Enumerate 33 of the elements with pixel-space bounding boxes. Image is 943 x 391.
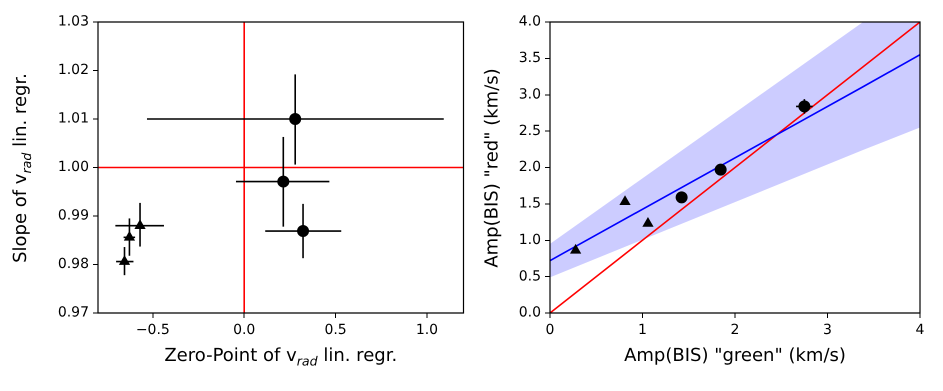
y-tick-label: 2.0 [518, 159, 541, 176]
point [642, 218, 654, 227]
y-tick-label: 1.02 [58, 62, 89, 78]
y-tick-label: 0.5 [518, 268, 541, 284]
y-tick-label: 3.0 [518, 86, 541, 102]
y-tick-label: 3.5 [518, 50, 541, 66]
x-tick-label: −0.5 [136, 322, 170, 338]
y-tick-label: 1.01 [58, 110, 89, 127]
x-axis-title: Zero-Point of v$_{rad}$ lin. regr. [164, 345, 398, 369]
y-tick-label: 0.97 [58, 304, 89, 321]
point [714, 164, 727, 176]
y-tick-label: 2.5 [518, 122, 541, 139]
x-tick-label: 1.0 [416, 322, 438, 338]
y-axis-title: Amp(BIS) "red" (km/s) [482, 68, 502, 268]
y-tick-label: 0.0 [518, 304, 541, 321]
x-tick-label: 4 [916, 322, 925, 338]
x-tick-label: 0.5 [324, 322, 347, 338]
point [570, 244, 581, 254]
x-tick-label: 1 [638, 322, 647, 338]
y-tick-label: 1.00 [58, 159, 89, 176]
point [620, 196, 630, 205]
x-tick-label: 3 [823, 322, 832, 338]
x-tick-label: 0 [546, 322, 554, 338]
x-axis-title: Amp(BIS) "green" (km/s) [624, 345, 846, 366]
y-tick-label: 4.0 [518, 14, 541, 30]
x-tick-label: 0.0 [233, 322, 256, 338]
y-tick-label: 0.98 [58, 256, 89, 272]
point [676, 191, 688, 204]
x-tick-label: 2 [730, 322, 740, 338]
y-tick-label: 0.99 [58, 208, 89, 224]
y-tick-label: 1.5 [518, 196, 541, 212]
y-tick-label: 1.03 [58, 14, 89, 30]
y-tick-label: 1.0 [518, 232, 541, 248]
